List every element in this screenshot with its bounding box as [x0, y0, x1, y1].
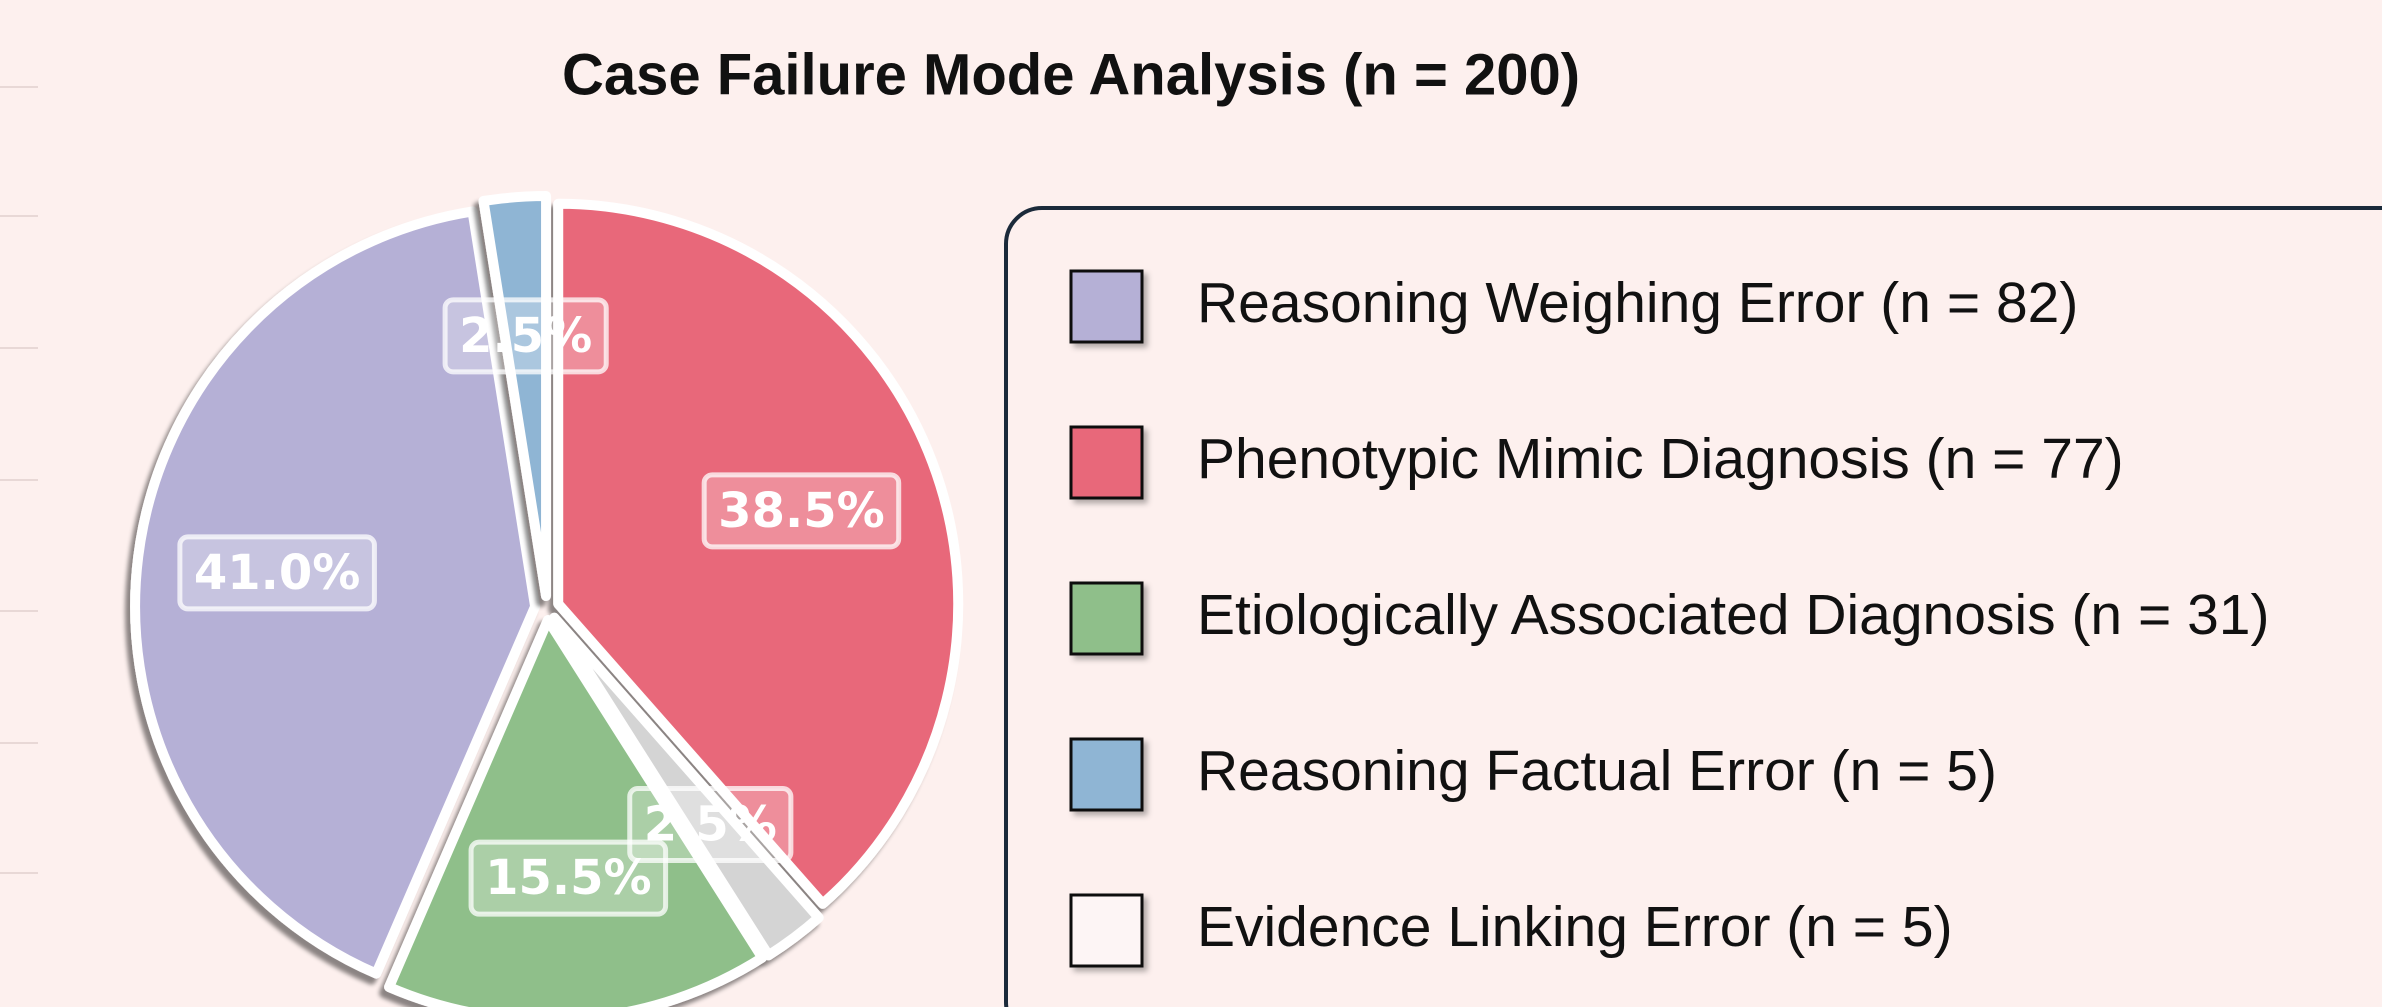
pie-slice	[130, 206, 541, 979]
slice-label-box	[627, 786, 794, 864]
edge-ticks	[0, 86, 38, 874]
legend-swatch	[1069, 425, 1144, 500]
legend-label: Etiologically Associated Diagnosis (n = …	[1197, 583, 2269, 647]
slice-label-text: 2.5%	[644, 797, 777, 853]
slice-label: 2.5%	[442, 297, 609, 375]
slice-label-box	[701, 472, 902, 550]
slice-label-box	[442, 297, 609, 375]
slice-label: 2.5%	[627, 786, 794, 864]
pie-slice	[553, 198, 964, 909]
slice-label-text: 41.0%	[194, 545, 361, 601]
pie-slice	[384, 614, 768, 1007]
slice-label-text: 15.5%	[485, 850, 652, 906]
legend-box	[1004, 206, 2382, 1007]
slice-label-box	[468, 839, 669, 917]
slice-label: 38.5%	[701, 472, 902, 550]
slice-label-text: 38.5%	[718, 483, 885, 539]
chart-title: Case Failure Mode Analysis (n = 200)	[562, 42, 1580, 107]
legend-label: Reasoning Factual Error (n = 5)	[1197, 739, 1997, 803]
legend-swatch	[1069, 737, 1144, 812]
pie: 38.5%2.5%15.5%41.0%2.5%	[130, 191, 964, 1007]
legend-swatch	[1069, 581, 1144, 656]
slice-label: 41.0%	[177, 534, 377, 612]
legend-label: Evidence Linking Error (n = 5)	[1197, 895, 1953, 959]
legend-swatch	[1069, 893, 1144, 968]
slice-label-text: 2.5%	[459, 308, 592, 364]
slice-label: 15.5%	[468, 839, 669, 917]
legend-label: Phenotypic Mimic Diagnosis (n = 77)	[1197, 427, 2124, 491]
legend: Reasoning Weighing Error (n = 82) Phenoty…	[1069, 269, 2269, 968]
legend-swatch	[1069, 269, 1144, 344]
legend-label: Reasoning Weighing Error (n = 82)	[1197, 271, 2078, 335]
pie-slice	[478, 191, 552, 602]
slice-label-box	[177, 534, 377, 612]
